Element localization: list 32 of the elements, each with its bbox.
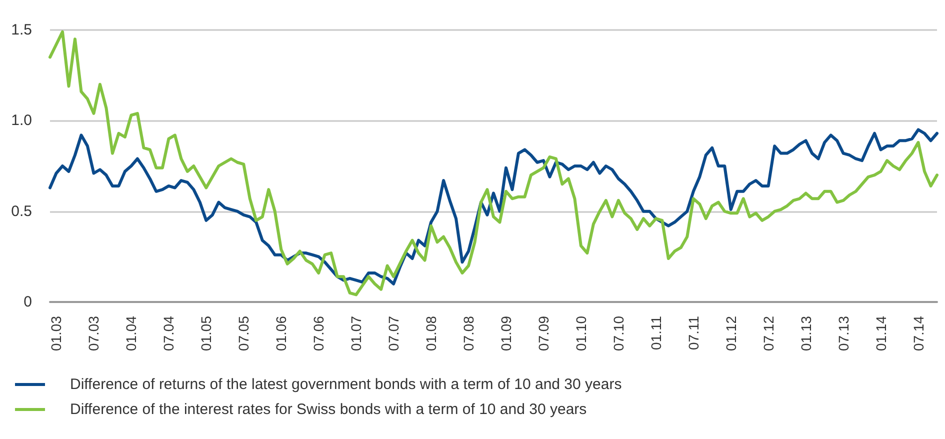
- x-tick-label: 01.12: [722, 316, 739, 352]
- x-tick-label: 01.11: [648, 316, 664, 350]
- x-tick-label: 07.08: [460, 316, 477, 352]
- x-tick-label: 07.03: [86, 316, 102, 352]
- x-tick-label: 01.06: [273, 316, 290, 352]
- x-tick-label: 07.05: [236, 316, 252, 352]
- x-tick-label: 07.09: [535, 316, 552, 352]
- x-tick-label: 07.10: [610, 316, 626, 352]
- legend-label: Difference of returns of the latest government bonds with a term of 10 and 30 years: [70, 376, 622, 393]
- x-tick-label: 07.14: [910, 316, 926, 352]
- legend-label: Difference of the interest rates for Swiss bonds with a term of 10 and 30 years: [70, 401, 587, 418]
- y-tick-label: 1.5: [11, 22, 32, 38]
- x-tick-label: 01.14: [872, 316, 889, 352]
- x-tick-label: 01.07: [348, 316, 364, 352]
- x-tick-label: 01.03: [48, 316, 64, 352]
- x-tick-label: 01.10: [572, 316, 589, 352]
- x-tick-label: 07.11: [685, 316, 702, 350]
- line-series: [48, 30, 938, 296]
- x-tick-label: 01.05: [198, 316, 214, 352]
- x-tick-label: 01.09: [498, 316, 514, 352]
- x-tick-label: 01.08: [423, 316, 440, 352]
- x-tick-label: 07.06: [310, 316, 327, 352]
- y-tick-label: 1.0: [11, 112, 32, 130]
- y-tick-label: 0: [24, 294, 32, 310]
- x-tick-label: 07.04: [160, 316, 177, 352]
- x-tick-label: 01.04: [123, 316, 140, 352]
- x-tick-label: 07.13: [835, 316, 852, 352]
- x-tick-label: 07.12: [760, 316, 776, 352]
- x-tick-label: 07.07: [386, 316, 402, 352]
- y-tick-label: 0.5: [11, 202, 32, 220]
- line-series: [48, 128, 938, 286]
- x-tick-label: 01.13: [798, 316, 814, 352]
